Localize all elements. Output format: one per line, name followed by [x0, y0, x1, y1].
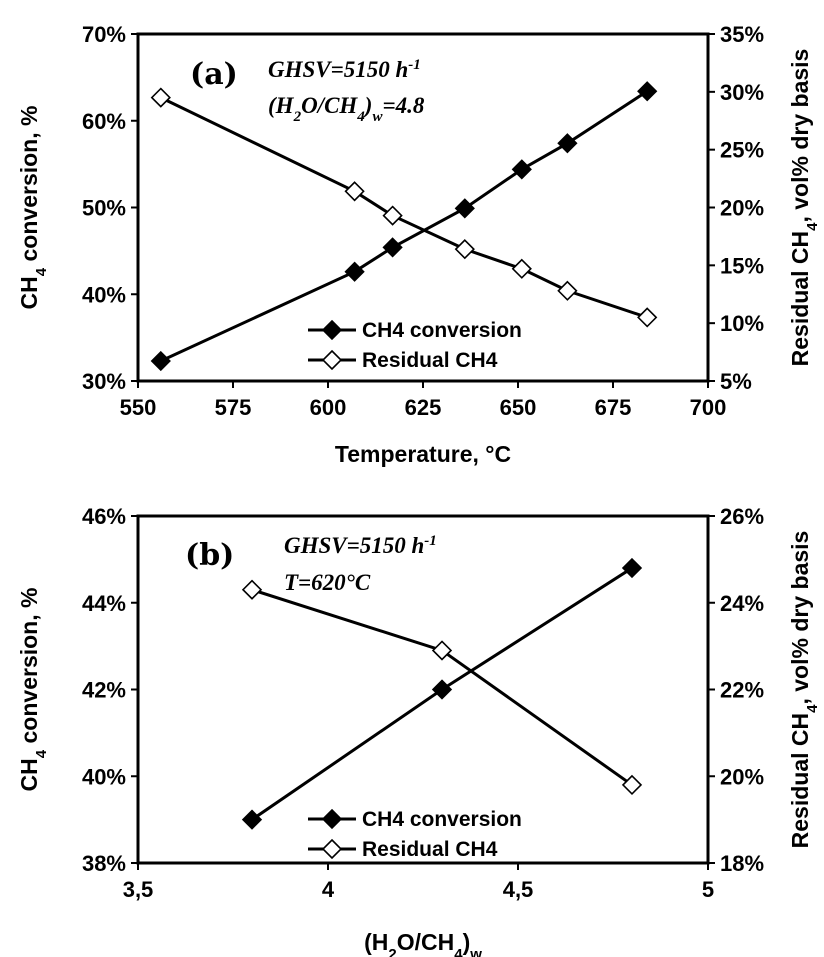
y2-tick-label: 18%: [720, 851, 764, 876]
legend-label: Residual CH4: [362, 838, 498, 861]
y-tick-label: 70%: [82, 22, 126, 47]
data-point-ch4-conversion: [511, 159, 532, 180]
y2-tick-label: 24%: [720, 591, 764, 616]
y-tick-label: 50%: [82, 196, 126, 221]
y2-tick-label: 35%: [720, 22, 764, 47]
legend-label: Residual CH4: [362, 349, 498, 372]
y2-axis-label: Residual CH4, vol% dry basis: [787, 49, 821, 367]
y2-tick-label: 20%: [720, 196, 764, 221]
y2-tick-label: 30%: [720, 80, 764, 105]
data-point-residual-ch4: [241, 579, 263, 600]
x-axis-label: (H2O/CH4)w: [364, 929, 482, 957]
data-point-residual-ch4: [344, 181, 365, 202]
panel-label: (b): [185, 538, 234, 573]
y-tick-label: 46%: [82, 504, 126, 529]
chart-panel-a: 550 575 600 625 650 675 700 30% 40% 50% 60% 70% 5% 10…: [16, 22, 821, 467]
y2-tick-label: 10%: [720, 311, 764, 336]
chart-panel-b: 3,5 4 4,5 5 38% 40% 42% 44% 46% 18% 20% 22% 24% 26% (H…: [16, 504, 821, 957]
y2-tick-label: 25%: [720, 138, 764, 163]
x-tick-label: 600: [310, 395, 347, 420]
legend-label: CH4 conversion: [362, 319, 522, 342]
y2-tick-label: 20%: [720, 764, 764, 789]
data-point-residual-ch4: [621, 774, 643, 796]
x-axis-label: Temperature, °C: [335, 441, 511, 467]
legend-label: CH4 conversion: [362, 808, 522, 831]
y2-tick-label: 15%: [720, 253, 764, 278]
legend-marker: [321, 808, 343, 830]
y-tick-label: 60%: [82, 109, 126, 134]
panel-label: (a): [190, 57, 238, 92]
data-point-residual-ch4: [382, 205, 403, 226]
y-axis-label: CH4 conversion, %: [16, 106, 50, 310]
y2-tick-label: 26%: [720, 504, 764, 529]
y-axis-label: CH4 conversion, %: [16, 588, 50, 792]
annotation-condition: (H2O/CH4)w=4.8: [268, 93, 425, 125]
y-tick-label: 40%: [82, 282, 126, 307]
data-point-residual-ch4: [454, 239, 475, 260]
annotation-ghsv: GHSV=5150 h-1: [284, 533, 437, 558]
x-tick-label: 4,5: [503, 877, 534, 902]
x-tick-label: 4: [322, 877, 335, 902]
y2-axis-label: Residual CH4, vol% dry basis: [787, 531, 821, 849]
data-point-residual-ch4: [511, 258, 532, 279]
data-point-ch4-conversion: [454, 198, 475, 219]
y-tick-label: 30%: [82, 369, 126, 394]
legend-marker: [321, 349, 343, 371]
data-point-residual-ch4: [557, 280, 578, 301]
data-point-ch4-conversion: [431, 679, 453, 700]
x-tick-label: 625: [405, 395, 442, 420]
y-tick-label: 40%: [82, 764, 126, 789]
data-point-residual-ch4: [150, 87, 171, 108]
data-point-ch4-conversion: [150, 350, 171, 372]
y-tick-label: 42%: [82, 678, 126, 703]
data-point-ch4-conversion: [557, 133, 578, 154]
legend-marker: [321, 319, 343, 341]
data-point-ch4-conversion: [241, 809, 263, 830]
legend-marker: [321, 838, 343, 860]
y2-tick-label: 5%: [720, 369, 752, 394]
x-tick-label: 650: [500, 395, 537, 420]
data-point-ch4-conversion: [637, 81, 658, 102]
data-point-residual-ch4: [431, 640, 453, 661]
x-tick-label: 5: [702, 877, 714, 902]
y-tick-label: 38%: [82, 851, 126, 876]
x-tick-label: 575: [215, 395, 252, 420]
y-tick-label: 44%: [82, 591, 126, 616]
data-point-ch4-conversion: [382, 237, 403, 258]
x-tick-label: 700: [690, 395, 727, 420]
y2-tick-label: 22%: [720, 678, 764, 703]
data-point-ch4-conversion: [621, 557, 643, 579]
x-tick-label: 3,5: [123, 877, 154, 902]
annotation-condition: T=620°C: [284, 570, 371, 595]
x-tick-label: 550: [120, 395, 157, 420]
data-point-residual-ch4: [637, 307, 658, 328]
annotation-ghsv: GHSV=5150 h-1: [268, 57, 421, 82]
data-point-ch4-conversion: [344, 261, 365, 282]
x-tick-label: 675: [595, 395, 632, 420]
